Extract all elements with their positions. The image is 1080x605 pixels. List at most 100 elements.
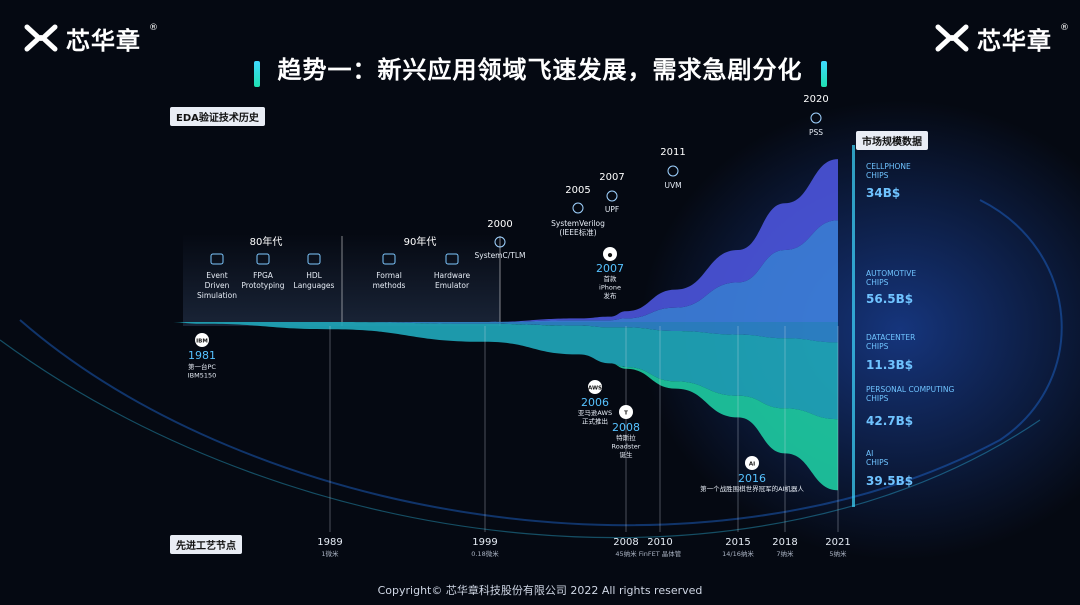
milestone-label: (IEEE标准) [559,227,596,237]
process-year: 1999 [472,537,497,548]
process-year: 2015 [725,537,750,548]
code-icon [307,253,321,265]
brand-mark-icon [935,24,969,52]
market-edge-bar [852,145,855,507]
legend-series-value: 11.3B$ [866,358,913,372]
event-year: 2016 [738,472,766,485]
event-badge-icon [195,333,209,347]
event-label: 正式推出 [582,417,608,426]
era-item-label: Prototyping [241,281,284,290]
area-automotive-chips [168,220,838,322]
title-accent-bar [820,60,827,87]
page-title: 趋势一：新兴应用领域飞速发展，需求急剧分化 [277,56,803,84]
upf-icon [606,190,618,202]
event-badge-text: ● [608,253,613,259]
process-node-label: FinFET 晶体管 [639,549,682,558]
era-item-label: HDL [306,271,322,280]
milestone-label: SystemC/TLM [475,251,526,260]
terminal-icon [210,253,224,265]
hardware-icon [445,253,459,265]
uvm-icon [667,165,679,177]
event-label: IBM5150 [188,372,217,380]
process-node-tag: 先进工艺节点 [170,535,242,554]
legend-series-name: PERSONAL COMPUTING CHIPS [866,385,954,403]
swirl-decoration [19,199,1063,526]
event-badge-icon [603,247,617,261]
era-label: 80年代 [250,235,283,248]
process-node-label: 1微米 [321,549,339,558]
legend-series-name: AUTOMOTIVE CHIPS [866,269,916,287]
milestone-year: 2007 [599,172,624,183]
event-label: 特斯拉 [616,433,636,442]
process-node-label: 5纳米 [829,549,847,558]
era-item-label: Formal [376,271,402,280]
brand-logo-left: 芯华章 ® [24,22,158,55]
event-label: Roadster [612,443,641,451]
event-label: 亚马逊AWS [578,408,612,417]
brand-name: 芯华章 [66,26,141,55]
event-year: 2008 [612,421,640,434]
chip-icon [256,253,270,265]
process-node-label: 14/16纳米 [722,549,754,558]
legend-series-name: CELLPHONE CHIPS [866,162,911,180]
event-badge-text: T [624,411,628,417]
era-item-label: Simulation [197,291,237,300]
process-node-label: 45纳米 [615,549,637,558]
event-badge-icon [619,405,633,419]
area-personal-computing-chips [168,322,838,420]
process-node-label: 0.18微米 [471,549,499,558]
process-year: 2010 [647,537,672,548]
market-size-tag: 市场规模数据 [856,131,928,150]
era-item-label: FPGA [253,271,274,280]
process-node-label: 7纳米 [776,549,794,558]
registered-mark: ® [149,23,158,33]
process-year: 2008 [613,537,638,548]
era-item-label: Event [206,271,228,280]
legend-series-value: 34B$ [866,186,900,200]
era-item-label: Emulator [435,281,470,290]
brand-logo-right: 芯华章 ® [935,22,1069,55]
milestone-year: 2011 [660,147,685,158]
background-glow [640,100,1080,560]
event-badge-text: IBM [196,339,208,345]
event-year: 1981 [188,349,216,362]
pss-icon [810,112,822,124]
copyright: Copyright© 芯华章科技股份有限公司 2022 All rights r… [377,584,703,597]
title-accent-bar [253,60,260,87]
milestone-year: 2005 [565,185,590,196]
target-icon [494,236,506,248]
era-item-label: methods [373,281,406,290]
registered-mark: ® [1060,23,1069,33]
milestone-year: 2000 [487,219,512,230]
event-label: 第一个战胜围棋世界冠军的AI机器人 [700,484,804,493]
milestone-label: SystemVerilog [551,219,605,228]
sv-icon [572,202,584,214]
era-item-label: Driven [205,281,230,290]
milestone-label: UVM [664,181,681,190]
process-year: 2018 [772,537,797,548]
event-label: 首款 [604,274,618,283]
era-item-label: Hardware [434,271,471,280]
era-item-label: Languages [294,281,335,290]
event-label: 诞生 [620,450,634,459]
legend-series-value: 42.7B$ [866,414,913,428]
legend-series-value: 39.5B$ [866,474,913,488]
title-row: 趋势一：新兴应用领域飞速发展，需求急剧分化 [0,50,1080,87]
era-label: 90年代 [404,235,437,248]
brand-mark-icon [24,24,58,52]
brand-name: 芯华章 [977,26,1052,55]
event-badge-text: AI [749,462,755,468]
legend-series-name: AI CHIPS [866,449,889,467]
event-year: 2006 [581,396,609,409]
milestone-label: PSS [809,128,823,137]
process-year: 1989 [317,537,342,548]
event-badge-icon [588,380,602,394]
legend-series-value: 56.5B$ [866,292,913,306]
process-year: 2021 [825,537,850,548]
swirl-decoration [0,339,1041,539]
event-badge-text: AWS [588,386,602,392]
area-datacenter-chips [168,322,838,343]
eda-history-tag: EDA验证技术历史 [170,107,265,126]
